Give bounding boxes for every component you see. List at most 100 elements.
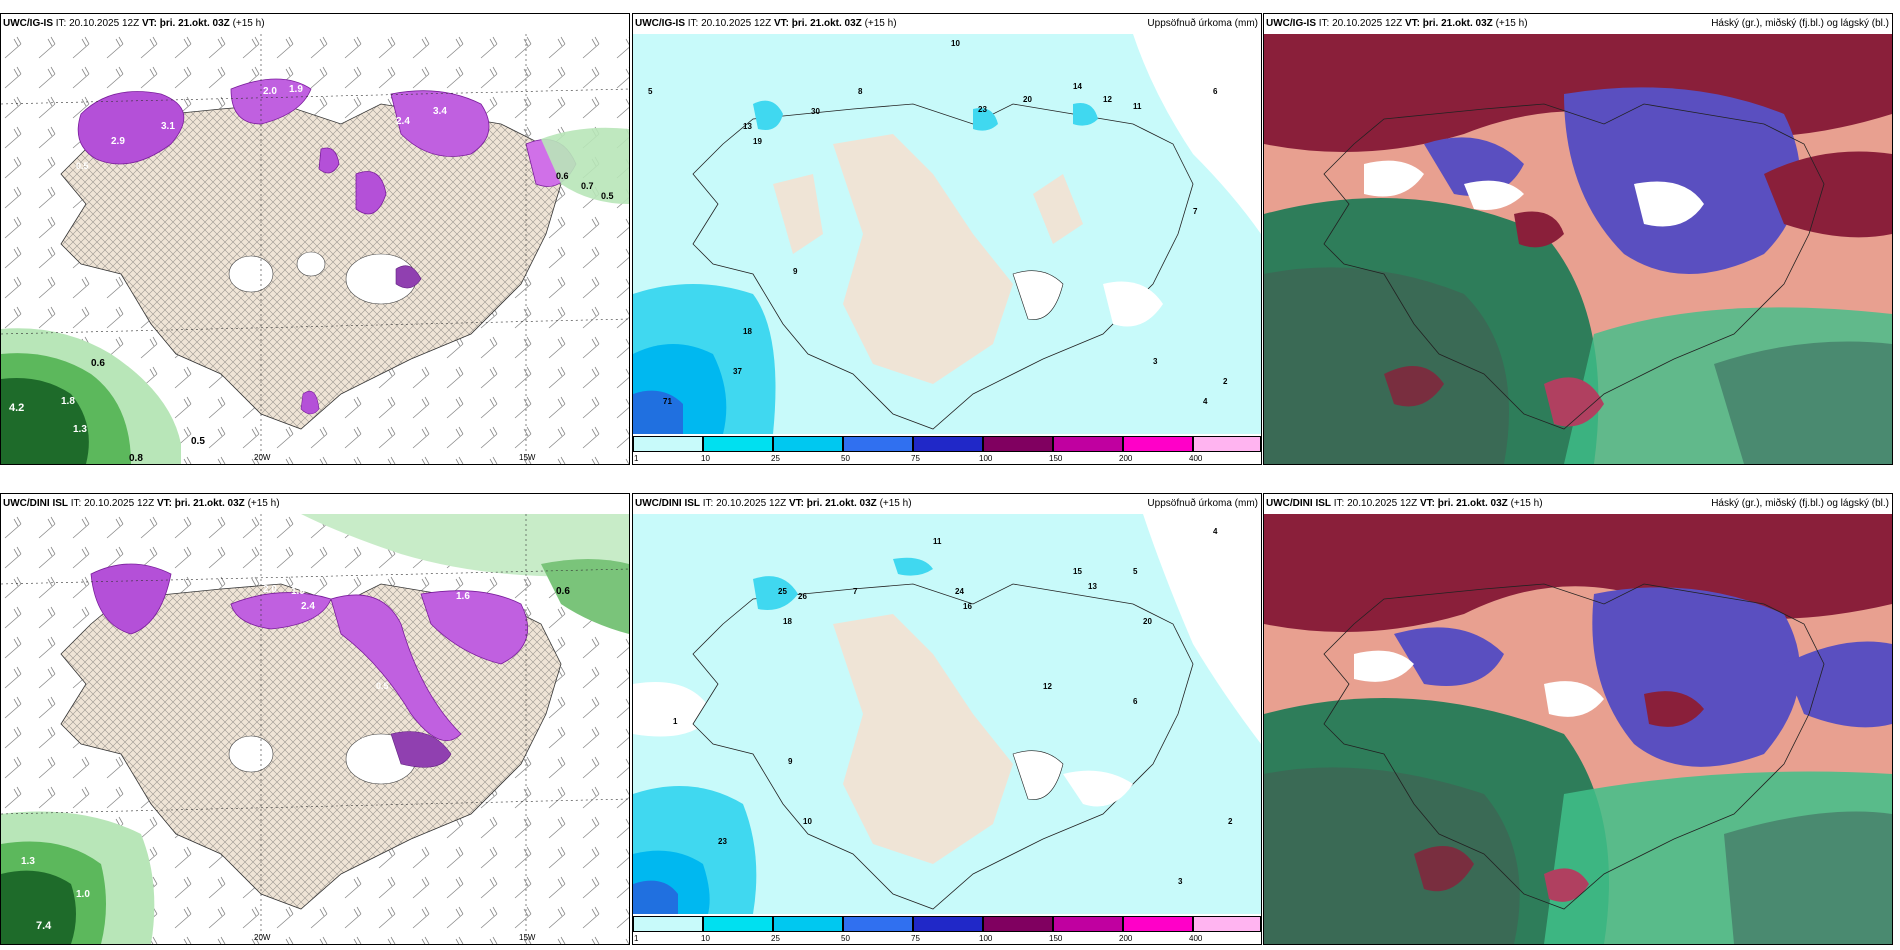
value-label: 18 — [743, 327, 752, 336]
value-label: 4 — [1213, 527, 1218, 536]
value-label: 71 — [663, 397, 672, 406]
panel-title: UWC/DINI ISL IT: 20.10.2025 12Z VT: þri.… — [3, 498, 280, 509]
value-label: 0.6 — [556, 171, 569, 181]
value-label: 5 — [1133, 567, 1138, 576]
value-label: 0.7 — [581, 181, 594, 191]
value-label: 18 — [783, 617, 792, 626]
value-label: 8 — [858, 87, 863, 96]
value-label: 2 — [1228, 817, 1233, 826]
value-label: 16 — [963, 602, 972, 611]
colorbar-segment — [843, 436, 913, 452]
colorbar-label: 1 — [634, 934, 639, 943]
lon-label-20w: 20W — [254, 933, 271, 942]
lon-label-20w: 20W — [254, 453, 271, 462]
panel-top-left: UWC/IG-IS IT: 20.10.2025 12Z VT: þri. 21… — [0, 13, 630, 465]
colorbar-label: 25 — [771, 454, 780, 463]
value-label: 2.4 — [301, 601, 315, 612]
colorbar-label: 400 — [1189, 934, 1203, 943]
value-label: 7 — [853, 587, 858, 596]
map-cloud-cover — [1264, 34, 1892, 464]
colorbar-segment — [633, 916, 703, 932]
value-label: 3 — [1178, 877, 1183, 886]
value-label: 11 — [1133, 102, 1142, 111]
value-label: 12 — [1043, 682, 1052, 691]
value-label: 26 — [798, 592, 807, 601]
colorbar: 1 10 25 50 75 100 150 200 400 — [633, 436, 1261, 464]
colorbar-segment — [913, 916, 983, 932]
value-label: 20 — [1023, 95, 1032, 104]
value-label: 5 — [648, 87, 653, 96]
panel-title: UWC/IG-IS IT: 20.10.2025 12Z VT: þri. 21… — [1266, 18, 1528, 29]
value-label: 1.6 — [456, 591, 470, 602]
value-label: 2.0 — [263, 584, 277, 595]
map-accum-precip: 25 26 18 24 16 20 15 13 12 11 23 10 9 7 … — [633, 514, 1261, 914]
colorbar-label: 200 — [1119, 934, 1133, 943]
panel-bottom-left: UWC/DINI ISL IT: 20.10.2025 12Z VT: þri.… — [0, 493, 630, 945]
value-label: 0.6 — [91, 358, 105, 369]
value-label: 37 — [733, 367, 742, 376]
value-label: 1 — [673, 717, 678, 726]
colorbar-label: 10 — [701, 934, 710, 943]
colorbar-label: 400 — [1189, 454, 1203, 463]
map-wind-precip: 2.0 1.9 3.4 2.9 3.1 2.4 0.5 0.7 0.6 0.5 … — [1, 34, 629, 464]
value-label: 1.3 — [73, 424, 87, 435]
panel-title: UWC/IG-IS IT: 20.10.2025 12Z VT: þri. 21… — [635, 18, 897, 29]
value-label: 23 — [718, 837, 727, 846]
value-label: 3 — [1153, 357, 1158, 366]
value-label: 23 — [978, 105, 987, 114]
value-label: 3.4 — [433, 106, 447, 117]
colorbar-label: 150 — [1049, 934, 1063, 943]
value-label: 7 — [1193, 207, 1198, 216]
colorbar-segment — [913, 436, 983, 452]
colorbar-label: 200 — [1119, 454, 1133, 463]
colorbar: 1 10 25 50 75 100 150 200 400 — [633, 916, 1261, 944]
value-label: 30 — [811, 107, 820, 116]
colorbar-segment — [843, 916, 913, 932]
value-label: 0.5 — [76, 161, 89, 171]
colorbar-segment — [1123, 436, 1193, 452]
panel-title: UWC/DINI ISL IT: 20.10.2025 12Z VT: þri.… — [635, 498, 912, 509]
map-wind-precip: 2.0 1.9 1.6 2.4 0.6 0.5 0.3 1.0 7.4 1.3 — [1, 514, 629, 944]
panel-field-label: Háský (gr.), miðský (fj.bl.) og lágský (… — [1711, 18, 1889, 29]
colorbar-segment — [703, 916, 773, 932]
panel-title: UWC/DINI ISL IT: 20.10.2025 12Z VT: þri.… — [1266, 498, 1543, 509]
value-label: 10 — [951, 39, 960, 48]
colorbar-label: 50 — [841, 454, 850, 463]
map-cloud-cover — [1264, 514, 1892, 944]
value-label: 7.4 — [36, 920, 52, 932]
panel-field-label: Uppsöfnuð úrkoma (mm) — [1147, 498, 1258, 509]
lon-label-15w: 15W — [519, 933, 536, 942]
colorbar-label: 150 — [1049, 454, 1063, 463]
value-label: 0.5 — [191, 436, 205, 447]
value-label: 12 — [1103, 95, 1112, 104]
colorbar-segment — [1193, 916, 1261, 932]
value-label: 4.2 — [9, 402, 24, 414]
value-label: 11 — [933, 537, 942, 546]
colorbar-segment — [983, 916, 1053, 932]
value-label: 2.9 — [111, 136, 125, 147]
value-label: 0.5 — [601, 191, 614, 201]
panel-title: UWC/IG-IS IT: 20.10.2025 12Z VT: þri. 21… — [3, 18, 265, 29]
map-accum-precip: 10 30 19 13 23 20 14 12 11 18 37 71 9 8 … — [633, 34, 1261, 434]
value-label: 6 — [1213, 87, 1218, 96]
colorbar-segment — [633, 436, 703, 452]
colorbar-label: 100 — [979, 934, 993, 943]
value-label: 9 — [788, 757, 793, 766]
value-label: 25 — [778, 587, 787, 596]
panel-top-mid: UWC/IG-IS IT: 20.10.2025 12Z VT: þri. 21… — [632, 13, 1262, 465]
value-label: 9 — [793, 267, 798, 276]
colorbar-label: 75 — [911, 934, 920, 943]
value-label: 15 — [1073, 567, 1082, 576]
value-label: 1.0 — [76, 889, 90, 900]
value-label: 4 — [1203, 397, 1208, 406]
value-label: 0.6 — [556, 586, 570, 597]
value-label: 1.3 — [21, 856, 35, 867]
colorbar-segment — [983, 436, 1053, 452]
colorbar-label: 1 — [634, 454, 639, 463]
value-label: 0.3 — [361, 736, 374, 746]
value-label: 2 — [1223, 377, 1228, 386]
colorbar-label: 100 — [979, 454, 993, 463]
value-label: 13 — [1088, 582, 1097, 591]
value-label: 24 — [955, 587, 964, 596]
panel-bottom-right: UWC/DINI ISL IT: 20.10.2025 12Z VT: þri.… — [1263, 493, 1893, 945]
